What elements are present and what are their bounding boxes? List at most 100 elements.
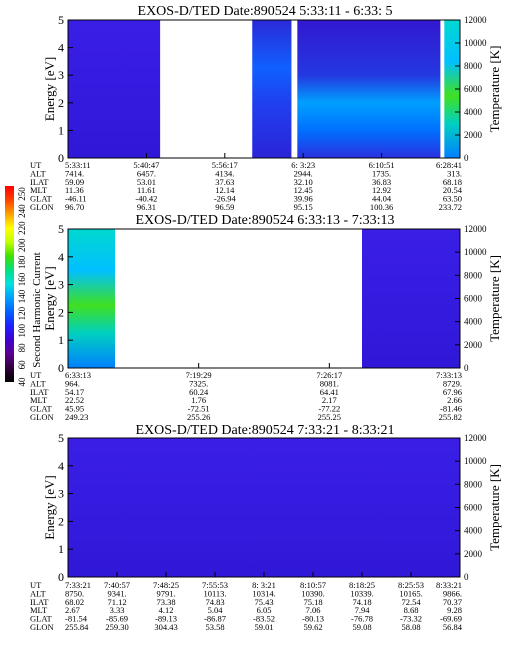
- orbit-value: 2.66: [447, 395, 462, 405]
- y2-tick-label: 2000: [464, 549, 483, 559]
- orbit-value: 313.: [447, 168, 462, 178]
- orbit-row-label: GLAT: [30, 614, 53, 624]
- orbit-value: 7:40:57: [104, 580, 130, 590]
- orbit-value: 32.10: [294, 177, 313, 187]
- y2-tick-label: 0: [464, 572, 469, 582]
- orbit-value: 7414.: [65, 168, 84, 178]
- y2-tick-label: 0: [464, 363, 469, 373]
- y-tick-label: 3: [58, 278, 64, 292]
- y2-tick-label: 2000: [464, 130, 483, 140]
- y-tick-label: 3: [58, 487, 64, 501]
- colorbar-tick-label: 160: [17, 272, 27, 286]
- colorbar-tick-label: 240: [17, 204, 27, 218]
- orbit-value: 60.24: [189, 387, 209, 397]
- orbit-value: 6457.: [137, 168, 156, 178]
- orbit-value: 20.54: [443, 185, 463, 195]
- colorbar-ticks: 40 60 80 100 120 140 160 180 200 220 240 250: [17, 187, 27, 387]
- orbit-value: 8:33:21: [436, 580, 462, 590]
- orbit-value: -40.42: [135, 194, 157, 204]
- orbit-value: 8750.: [65, 588, 84, 598]
- orbit-value: 54.17: [65, 387, 84, 397]
- y-tick-label: 5: [58, 222, 64, 236]
- y-tick-label: 1: [58, 123, 64, 137]
- orbit-value: 4134.: [215, 168, 234, 178]
- orbit-value: -26.94: [214, 194, 237, 204]
- orbit-value: 96.59: [215, 202, 234, 212]
- orbit-value: 5:33:11: [65, 160, 91, 170]
- y-tick-label: 2: [58, 514, 64, 528]
- orbit-value: 68.02: [65, 597, 84, 607]
- orbit-value: 6: 3:23: [291, 160, 315, 170]
- orbit-value: -86.87: [204, 614, 226, 624]
- orbit-value: 8:25:53: [398, 580, 424, 590]
- orbit-row-label: UT: [30, 160, 42, 170]
- orbit-value: 5:56:17: [212, 160, 238, 170]
- orbit-value: 9866.: [443, 588, 462, 598]
- spectrogram-segment: [68, 20, 161, 158]
- orbit-value: 75.18: [303, 597, 322, 607]
- orbit-row-label: MLT: [30, 395, 48, 405]
- orbit-value: 7:33:13: [436, 370, 462, 380]
- orbit-value: 71.12: [107, 597, 126, 607]
- orbit-value: 8:10:57: [300, 580, 326, 590]
- orbit-value: 2.17: [322, 395, 337, 405]
- orbit-value: 5.04: [208, 605, 224, 615]
- orbit-value: 1735.: [372, 168, 391, 178]
- orbit-value: 59.62: [303, 622, 322, 632]
- y2-tick-label: 2000: [464, 340, 483, 350]
- orbit-row-label: ALT: [30, 378, 47, 388]
- y-tick-label: 4: [58, 250, 64, 264]
- orbit-value: 100.36: [370, 202, 393, 212]
- orbit-value: 7:33:21: [65, 580, 91, 590]
- orbit-value: -89.13: [155, 614, 177, 624]
- orbit-value: -81.54: [65, 614, 88, 624]
- y2-axis-label: Temperature [K]: [487, 464, 502, 551]
- orbit-value: 45.95: [65, 404, 84, 414]
- orbit-row-label: UT: [30, 580, 42, 590]
- orbit-value: 67.96: [443, 387, 462, 397]
- spectrogram-segment: [68, 438, 460, 577]
- orbit-value: 10113.: [203, 588, 226, 598]
- spectrogram-segment: [444, 20, 460, 158]
- orbit-value: 22.52: [65, 395, 84, 405]
- orbit-value: 6.05: [257, 605, 272, 615]
- y2-tick-label: 10000: [464, 247, 487, 257]
- orbit-row-label: ALT: [30, 588, 47, 598]
- colorbar-tick-label: 140: [17, 289, 27, 303]
- orbit-value: 9341.: [107, 588, 126, 598]
- y2-tick-label: 12000: [464, 15, 487, 25]
- orbit-value: 9.28: [447, 605, 462, 615]
- orbit-row-label: GLAT: [30, 404, 53, 414]
- orbit-row-label: UT: [30, 370, 42, 380]
- y2-tick-label: 6000: [464, 503, 483, 513]
- orbit-value: -80.13: [302, 614, 324, 624]
- orbit-value: 259.30: [105, 622, 128, 632]
- orbit-value: 10390.: [301, 588, 324, 598]
- orbit-value: 95.15: [294, 202, 313, 212]
- orbit-value: 1.76: [191, 395, 206, 405]
- orbit-value: 64.41: [320, 387, 339, 397]
- orbit-value: 8729.: [443, 378, 462, 388]
- y2-tick-label: 8000: [464, 479, 483, 489]
- orbit-value: -81.46: [440, 404, 462, 414]
- colorbar-tick-label: 180: [17, 255, 27, 269]
- orbit-row-label: GLAT: [30, 194, 53, 204]
- orbit-value: 8.68: [404, 605, 419, 615]
- orbit-row-label: GLON: [30, 202, 54, 212]
- orbit-value: 59.01: [254, 622, 273, 632]
- orbit-value: -73.32: [400, 614, 422, 624]
- y2-tick-label: 8000: [464, 61, 483, 71]
- orbit-value: 6:10:51: [369, 160, 395, 170]
- orbit-row-label: MLT: [30, 185, 48, 195]
- panel-title: EXOS-D/TED Date:890524 5:33:11 - 6:33: 5: [138, 4, 393, 19]
- y-tick-label: 0: [58, 361, 64, 375]
- colorbar: 40 60 80 100 120 140 160 180 200 220 240 250 Second…: [5, 186, 43, 387]
- orbit-value: 10314.: [252, 588, 275, 598]
- orbit-value: 8:18:25: [349, 580, 375, 590]
- orbit-value: -77.22: [318, 404, 340, 414]
- orbit-value: 44.04: [372, 194, 392, 204]
- orbit-value: 3.33: [110, 605, 125, 615]
- orbit-row-label: ALT: [30, 168, 47, 178]
- y-tick-label: 0: [58, 151, 64, 165]
- orbit-value: 56.84: [443, 622, 463, 632]
